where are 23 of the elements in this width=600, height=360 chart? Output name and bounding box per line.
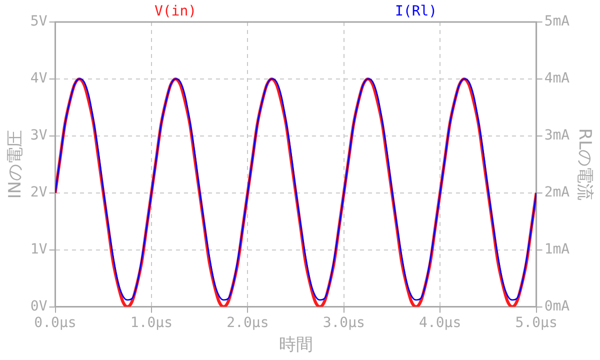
y-tick-label: 0V: [30, 298, 48, 314]
y2-tick-label: 2mA: [544, 184, 570, 201]
y2-tick-label: 4mA: [544, 70, 570, 87]
text: I(Rl): [394, 4, 438, 20]
y-axis-title: INの電圧: [6, 130, 26, 199]
y2-tick-label: 0mA: [544, 298, 570, 314]
x-tick-label: 1.0µs: [130, 314, 173, 331]
y2-tick-label: 5mA: [544, 14, 570, 30]
x-tick-label: 4.0µs: [419, 314, 462, 331]
y-tick-label: 2V: [30, 184, 48, 201]
x-tick-label: 5.0µs: [515, 314, 558, 331]
y2-axis-title: RLの電流: [574, 128, 594, 201]
y2-tick-label: 3mA: [544, 128, 570, 144]
x-tick-label: 2.0µs: [226, 314, 269, 331]
x-tick-label: 3.0µs: [322, 314, 365, 331]
y-tick-label: 3V: [30, 128, 48, 144]
y-tick-label: 5V: [30, 14, 48, 30]
y2-tick-label: 1mA: [544, 241, 570, 258]
text: V(in): [154, 4, 197, 20]
y-tick-label: 1V: [30, 241, 48, 258]
y-tick-label: 4V: [30, 70, 48, 87]
x-axis-title: 時間: [278, 335, 313, 356]
x-tick-label: 0.0µs: [34, 314, 76, 331]
